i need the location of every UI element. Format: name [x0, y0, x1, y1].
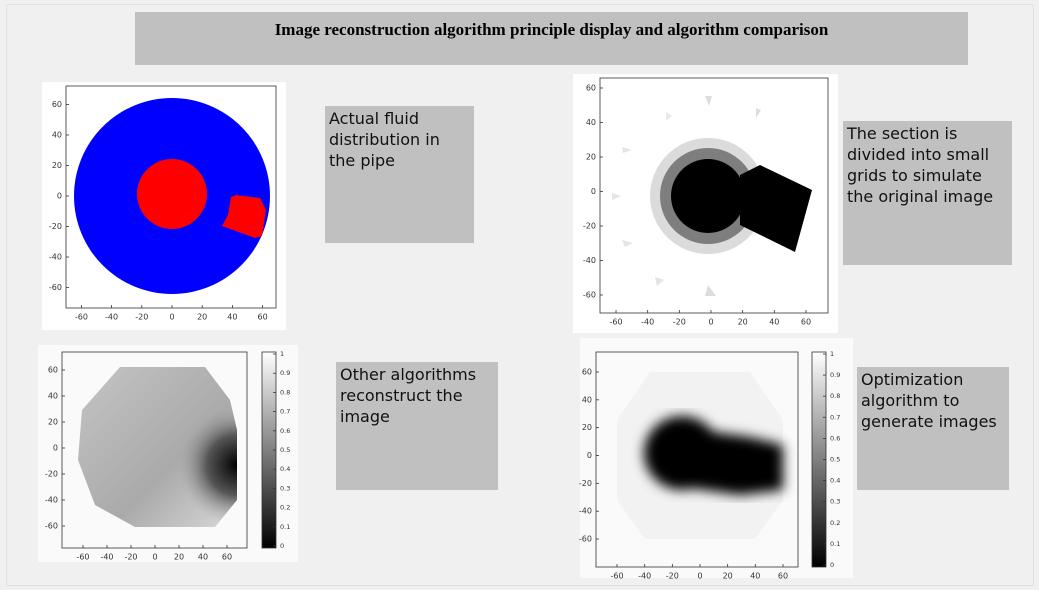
x-tick-label: 0	[152, 553, 157, 562]
x-tick-label: -20	[673, 318, 686, 327]
colorbar-tick-label: 1	[830, 350, 834, 358]
x-tick-label: 60	[801, 318, 811, 327]
y-tick-label: 0	[591, 187, 596, 196]
colorbar-tick-label: 0.6	[830, 434, 840, 442]
x-tick-label: 40	[750, 572, 760, 581]
y-tick-label: -20	[579, 479, 592, 488]
y-tick-label: -20	[45, 470, 58, 479]
reconstruction-image	[78, 367, 237, 527]
pipe-image	[74, 98, 270, 294]
y-tick-label: -20	[583, 222, 596, 231]
plots: -60 -40 -20 0 20 40 60 60 40 20 0 -20 -40 -60 -60 -40 -2…	[0, 0, 1039, 590]
y-tick-label: -40	[45, 496, 58, 505]
colorbar-tick-label: 0.1	[280, 523, 290, 531]
x-tick-label: 20	[197, 313, 207, 322]
x-tick-label: -60	[76, 553, 89, 562]
y-tick-label: 20	[52, 161, 62, 170]
y-tick-label: 20	[586, 153, 596, 162]
x-tick-label: -60	[609, 318, 622, 327]
y-tick-label: 40	[48, 392, 58, 401]
y-tick-label: 60	[48, 366, 58, 375]
window: Image reconstruction algorithm principle…	[0, 0, 1039, 590]
colorbar-tick-label: 0.9	[280, 369, 290, 377]
x-tick-label: 0	[169, 313, 174, 322]
y-tick-label: 0	[53, 444, 58, 453]
x-tick-label: -20	[666, 572, 679, 581]
x-tick-label: -40	[105, 313, 118, 322]
colorbar-tick-label: 0.3	[280, 484, 290, 492]
colorbar-tick-label: 0.5	[280, 446, 290, 454]
x-tick-label: -40	[100, 553, 113, 562]
x-tick-label: 0	[697, 572, 702, 581]
optimized-image	[617, 372, 783, 539]
colorbar-tick-label: 0.4	[830, 477, 840, 485]
y-tick-label: -40	[583, 256, 596, 265]
y-tick-label: 60	[52, 100, 62, 109]
y-tick-label: 20	[48, 418, 58, 427]
y-tick-label: 40	[586, 118, 596, 127]
colorbar-tick-label: 1	[280, 350, 284, 358]
y-tick-label: 40	[52, 131, 62, 140]
colorbar-tick-label: 0.2	[280, 504, 290, 512]
colorbar-tick-label: 0.4	[280, 465, 290, 473]
x-tick-label: -20	[135, 313, 148, 322]
colorbar-tick-label: 0.9	[830, 371, 840, 379]
x-tick-label: -40	[638, 572, 651, 581]
x-tick-label: -20	[124, 553, 137, 562]
y-tick-label: -60	[583, 291, 596, 300]
y-tick-label: -60	[579, 535, 592, 544]
colorbar-tick-label: 0.7	[280, 408, 290, 416]
y-tick-label: 60	[586, 84, 596, 93]
x-tick-label: 20	[723, 572, 733, 581]
x-tick-label: 40	[227, 313, 237, 322]
colorbar-tick-label: 0.3	[830, 498, 840, 506]
y-tick-label: -60	[49, 283, 62, 292]
x-tick-label: -40	[641, 318, 654, 327]
colorbar-tick-label: 0.2	[830, 519, 840, 527]
colorbar-tick-label: 0.5	[830, 456, 840, 464]
y-tick-label: 0	[587, 451, 592, 460]
y-tick-label: 60	[582, 367, 592, 376]
y-tick-label: -40	[579, 507, 592, 516]
colorbar-tick-label: 0.8	[280, 388, 290, 396]
colorbar-tick-label: 0	[830, 561, 834, 569]
y-tick-label: 0	[57, 192, 62, 201]
x-tick-label: -60	[610, 572, 623, 581]
x-tick-label: 0	[708, 318, 713, 327]
y-tick-label: -60	[45, 522, 58, 531]
colorbar-tick-label: 0	[280, 542, 284, 550]
colorbar-tick-label: 0.8	[830, 392, 840, 400]
x-tick-label: 20	[738, 318, 748, 327]
colorbar-tick-label: 0.7	[830, 413, 840, 421]
x-tick-label: 20	[174, 553, 184, 562]
y-tick-label: 40	[582, 395, 592, 404]
y-tick-label: -20	[49, 222, 62, 231]
x-tick-label: 40	[769, 318, 779, 327]
y-tick-label: 20	[582, 423, 592, 432]
colorbar-tick-label: 0.1	[830, 540, 840, 548]
y-tick-label: -40	[49, 253, 62, 262]
x-tick-label: 40	[198, 553, 208, 562]
x-tick-label: 60	[778, 572, 788, 581]
x-tick-label: 60	[222, 553, 232, 562]
x-tick-label: -60	[75, 313, 88, 322]
colorbar-tick-label: 0.6	[280, 427, 290, 435]
x-tick-label: 60	[258, 313, 268, 322]
